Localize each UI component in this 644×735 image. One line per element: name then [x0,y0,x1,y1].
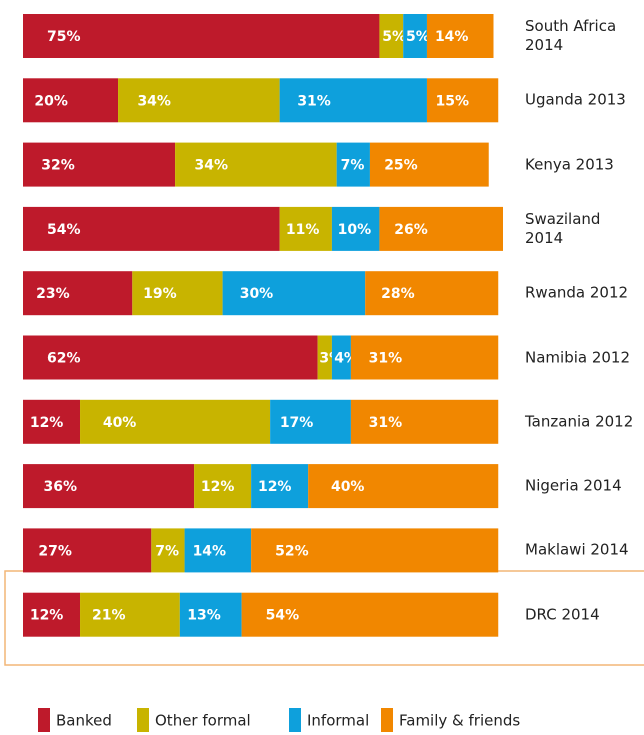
data-label: 54% [266,608,300,624]
data-label: 19% [143,286,177,302]
bar-segment [331,206,380,251]
category-label: Uganda 2013 [525,90,626,109]
category-label: Maklawi 2014 [525,540,629,559]
data-label: 5% [382,29,406,45]
legend-swatch [38,708,50,732]
data-label: 13% [187,608,221,624]
bar-segment [23,206,280,251]
bar-segment [331,335,351,380]
data-label: 40% [331,479,365,495]
data-label: 14% [435,29,469,45]
bar-segment [175,142,337,187]
bar-segment [336,142,370,187]
category-label: Nigeria 2014 [525,476,622,495]
bar-segment [317,335,332,380]
bar-segment [308,464,499,509]
data-label: 30% [240,286,274,302]
data-label: 31% [297,93,331,109]
bar-segment [132,271,223,316]
data-label: 7% [341,158,365,174]
bar-segment [251,464,309,509]
data-label: 15% [436,93,470,109]
data-label: 21% [92,608,126,624]
data-label: 28% [381,286,415,302]
data-label: 34% [137,93,171,109]
bar-segment [270,399,351,444]
bar-segment [80,399,271,444]
bar-segment [222,271,366,316]
bar-segment [350,399,499,444]
data-label: 54% [47,222,81,238]
data-label: 5% [406,29,430,45]
bar-segment [350,335,499,380]
data-label: 40% [103,415,137,431]
data-label: 26% [394,222,428,238]
category-label: South Africa 2014 [525,17,617,54]
bar-segment [426,14,494,58]
bar-segment [23,335,318,380]
data-label: 12% [30,415,64,431]
data-label: 7% [155,543,179,559]
bar-segment [426,78,499,123]
data-label: 31% [369,415,403,431]
bar-segment [23,271,133,316]
bar-segment [23,464,195,509]
data-label: 36% [44,479,78,495]
bar-segment [23,78,119,123]
bar-segment [184,528,252,573]
bar-segment [241,592,499,637]
data-label: 75% [47,29,81,45]
legend-label: Family & friends [399,712,520,730]
category-label: Swaziland 2014 [525,209,601,247]
legend-label: Other formal [155,712,251,730]
bar-segment [251,528,499,573]
data-label: 10% [338,222,372,238]
data-label: 23% [36,286,70,302]
data-label: 25% [384,158,418,174]
legend-swatch [381,708,393,732]
data-label: 17% [280,415,314,431]
category-label: Kenya 2013 [525,155,614,174]
data-label: 62% [47,351,81,367]
bar-segment [151,528,185,573]
category-label: DRC 2014 [525,605,600,624]
bar-segment [279,206,332,251]
data-label: 20% [34,93,68,109]
bar-segment [279,78,427,123]
data-label: 27% [38,543,72,559]
legend-label: Banked [56,712,112,730]
bar-segment [179,592,242,637]
bar-segment [23,142,176,187]
legend-swatch [137,708,149,732]
bar-segment [23,399,81,444]
bar-segment [23,14,380,58]
data-label: 12% [258,479,292,495]
data-label: 12% [201,479,235,495]
category-label: Rwanda 2012 [525,283,629,302]
bar-segment [23,528,152,573]
bar-segment [118,78,280,123]
data-label: 31% [369,351,403,367]
bar-segment [365,271,499,316]
category-label: Tanzania 2012 [525,412,634,431]
data-label: 52% [275,543,309,559]
data-label: 32% [41,158,75,174]
legend-label: Informal [307,712,369,730]
bar-segment [403,14,427,58]
data-label: 14% [193,543,227,559]
category-label: Namibia 2012 [525,348,631,366]
bar-segment [379,206,503,251]
bar-segment [379,14,404,58]
bar-segment [23,592,81,637]
bar-segment [194,464,252,509]
data-label: 12% [30,608,64,624]
bar-segment [369,142,489,187]
data-label: 34% [194,158,228,174]
legend-swatch [289,708,301,732]
bar-segment [80,592,180,637]
data-label: 11% [286,222,320,238]
